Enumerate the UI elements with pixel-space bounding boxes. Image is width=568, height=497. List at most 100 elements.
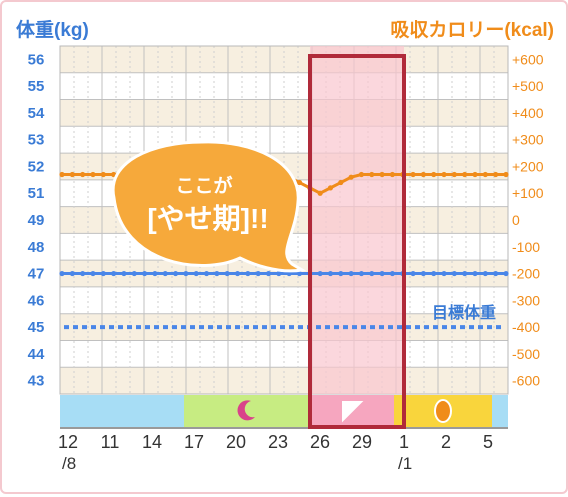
x-tick-label: 1	[399, 432, 409, 452]
weight-tick-label: 52	[28, 158, 45, 175]
calorie-point	[327, 185, 334, 191]
calorie-point	[503, 171, 509, 178]
weight-point	[348, 270, 354, 277]
calorie-tick-label: -300	[512, 292, 540, 308]
weight-point	[69, 270, 75, 277]
weight-point	[358, 270, 365, 277]
target-weight: 目標体重	[64, 303, 504, 330]
calorie-tick-label: +600	[512, 51, 544, 67]
weight-calorie-chart: 体重(kg) 吸収カロリー(kcal) 目標体重 565554535251494…	[16, 18, 554, 473]
calorie-point	[441, 171, 447, 178]
weight-point	[493, 270, 499, 277]
weight-point	[172, 270, 179, 277]
highlight-range	[310, 46, 404, 394]
x-tick-label: 11	[101, 432, 120, 452]
x-tick-label: 14	[142, 432, 162, 452]
target-weight-label: 目標体重	[432, 303, 496, 322]
x-tick-label: 26	[310, 432, 330, 452]
weight-point	[80, 270, 86, 277]
weight-point	[245, 270, 251, 277]
calorie-point	[420, 171, 426, 178]
calorie-point	[472, 171, 478, 178]
weight-point	[482, 270, 488, 277]
weight-tick-label: 56	[28, 51, 45, 68]
weight-point	[431, 270, 437, 277]
weight-point	[462, 270, 468, 277]
calorie-point	[100, 171, 106, 178]
calorie-point	[338, 179, 344, 186]
band-row	[60, 46, 508, 73]
x-tick-label: 2	[441, 432, 451, 452]
weight-point	[441, 270, 447, 277]
calorie-tick-label: +400	[512, 105, 544, 121]
calorie-tick-label: +300	[512, 132, 544, 148]
calorie-point	[358, 171, 365, 178]
callout-line-2: [やせ期]!!	[147, 203, 268, 234]
calorie-point	[410, 171, 416, 178]
x-tick-label: 23	[268, 432, 288, 452]
weight-point	[193, 270, 199, 277]
weight-tick-label: 46	[28, 292, 45, 309]
flag-icon	[342, 401, 364, 423]
weight-tick-label: 45	[28, 319, 45, 336]
calorie-tick-label: -400	[512, 319, 540, 335]
weight-point	[276, 270, 282, 277]
weight-point	[59, 270, 65, 277]
weight-tick-label: 49	[28, 212, 45, 229]
left-axis: 56 55 54 53 52 51 49 48 47 46 45 44 43	[28, 51, 45, 389]
weight-axis-title: 体重(kg)	[16, 18, 89, 41]
weight-point	[317, 270, 323, 277]
plot-border	[59, 45, 509, 395]
callout-bubble: ここが [やせ期]!!	[111, 140, 307, 273]
x-tick-sublabel: /8	[62, 454, 76, 473]
weight-point	[451, 270, 457, 277]
calorie-tick-label: -600	[512, 373, 540, 389]
calorie-tick-label: +500	[512, 78, 544, 94]
highlight-fill	[310, 46, 404, 394]
calorie-point	[296, 179, 303, 186]
calorie-point	[389, 171, 396, 178]
weight-point	[214, 270, 220, 277]
weight-point	[255, 270, 261, 277]
calorie-axis-title: 吸収カロリー(kcal)	[390, 19, 554, 41]
weight-point	[152, 270, 158, 277]
weight-point	[296, 270, 303, 277]
x-tick-label: 29	[352, 432, 372, 452]
weight-tick-label: 53	[28, 132, 45, 149]
calorie-tick-label: -100	[512, 239, 540, 255]
x-axis: 12/8 11 14 17 20 23 26 29 1/1 2 5	[58, 432, 493, 473]
weight-point	[111, 270, 117, 277]
calorie-point	[369, 171, 375, 178]
calorie-point	[69, 171, 75, 178]
callout-shape	[111, 140, 307, 273]
highlight-outline	[308, 54, 406, 429]
calorie-tick-label: +200	[512, 158, 544, 174]
calorie-point	[482, 171, 488, 178]
callout-line-1: ここが	[175, 174, 232, 197]
calorie-point	[80, 171, 86, 178]
highlight-border	[308, 54, 406, 429]
weight-point	[338, 270, 344, 277]
weight-point	[224, 270, 230, 277]
weight-point	[327, 270, 334, 277]
egg-icon	[434, 399, 452, 423]
x-tick-label: 20	[226, 432, 246, 452]
weight-point	[131, 270, 137, 277]
calorie-point	[317, 190, 323, 196]
phase-segment-end	[492, 395, 508, 427]
calorie-point	[90, 171, 96, 178]
calorie-point	[493, 171, 499, 178]
weight-tick-label: 54	[28, 105, 45, 122]
weight-point	[203, 270, 210, 277]
weight-tick-label: 47	[28, 266, 45, 283]
phase-segment-moon	[184, 395, 310, 427]
weight-point	[183, 270, 189, 277]
right-axis: +600 +500 +400 +300 +200 +100 0 -100 -200 -300 -40…	[512, 51, 544, 388]
weight-point	[234, 270, 241, 277]
crescent-moon-icon	[237, 400, 255, 421]
calorie-point	[59, 171, 65, 178]
weight-tick-label: 44	[28, 346, 45, 363]
weight-point	[503, 270, 509, 277]
weight-tick-label: 43	[28, 373, 45, 390]
